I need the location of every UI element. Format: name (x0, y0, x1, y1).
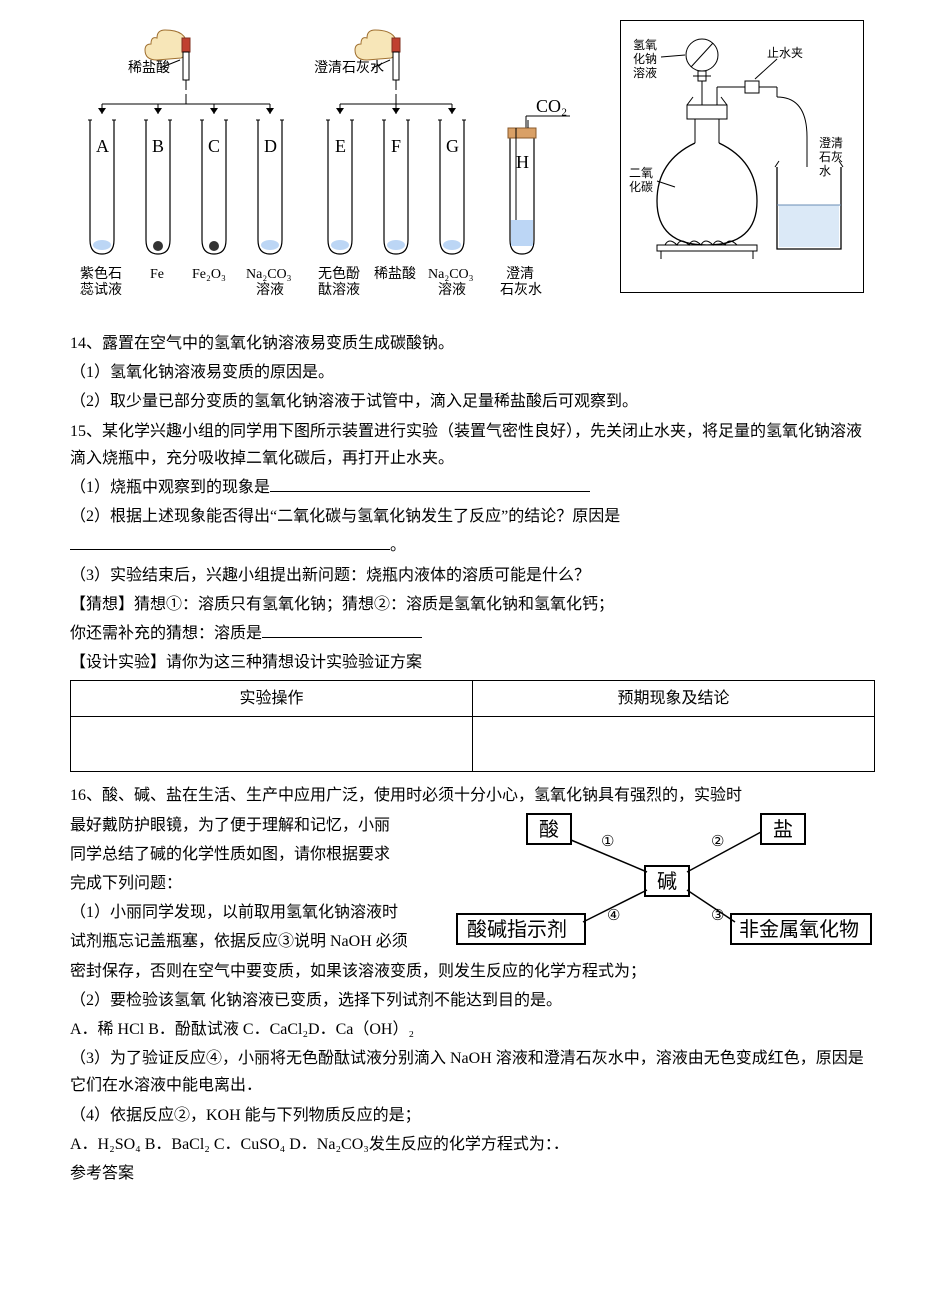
q16-p1b: 试剂瓶忘记盖瓶塞，依据反应③说明 NaOH 必须 (70, 928, 440, 955)
svg-text:水: 水 (819, 164, 831, 178)
q16-line1: 16、酸、碱、盐在生活、生产中应用广泛，使用时必须十分小心，氢氧化钠具有强烈的，… (70, 782, 875, 809)
svg-text:B: B (152, 136, 164, 156)
svg-text:蕊试液: 蕊试液 (80, 282, 122, 298)
q16-p2: （2）要检验该氢氧 化钠溶液已变质，选择下列试剂不能达到目的是。 (70, 987, 875, 1014)
svg-text:酸碱指示剂: 酸碱指示剂 (467, 918, 567, 941)
svg-text:F: F (391, 136, 401, 156)
svg-text:澄清: 澄清 (506, 266, 534, 282)
svg-text:②: ② (711, 834, 724, 850)
table-row: 实验操作 预期现象及结论 (71, 681, 875, 717)
svg-text:溶液: 溶液 (256, 282, 284, 298)
tube-C: C (200, 120, 228, 254)
flask-apparatus-diagram: 氢氧 化钠 溶液 止水夹 二氧 化碳 (620, 20, 864, 293)
dropper2-label: 澄清石灰水 (314, 60, 384, 76)
svg-text:石灰水: 石灰水 (500, 282, 542, 298)
svg-text:Na₂CO₃: Na₂CO₃ (428, 267, 474, 282)
tube-H: H (508, 120, 536, 254)
q16-p3: （3）为了验证反应④，小丽将无色酚酞试液分别滴入 NaOH 溶液和澄清石灰水中，… (70, 1045, 875, 1099)
svg-text:④: ④ (607, 908, 620, 924)
svg-text:盐: 盐 (773, 818, 793, 841)
svg-text:氢氧: 氢氧 (633, 37, 657, 52)
svg-text:化碳: 化碳 (629, 180, 653, 194)
q14-stem: 14、露置在空气中的氢氧化钠溶液易变质生成碳酸钠。 (70, 330, 875, 357)
td-empty (71, 717, 473, 772)
q15-p1-text: （1）烧瓶中观察到的现象是 (70, 479, 270, 496)
q14-p2: （2）取少量已部分变质的氢氧化钠溶液于试管中，滴入足量稀盐酸后可观察到。 (70, 388, 875, 415)
svg-text:无色酚: 无色酚 (318, 265, 360, 282)
svg-text:Na₂CO₃: Na₂CO₃ (246, 267, 292, 282)
svg-text:H: H (516, 152, 529, 172)
alkali-concept-diagram: 碱 酸 盐 酸碱指示剂 非金属氧化物 (455, 810, 875, 959)
blank (70, 533, 390, 550)
tube-F: F (382, 120, 410, 254)
q15-guess-you: 你还需补充的猜想：溶质是 (70, 620, 875, 647)
svg-text:二氧: 二氧 (629, 166, 653, 180)
svg-text:化钠: 化钠 (633, 51, 657, 66)
svg-text:溶液: 溶液 (438, 282, 466, 298)
td-empty (473, 717, 875, 772)
test-tubes-diagram: 稀盐酸 澄清石灰水 CO₂ (70, 20, 590, 320)
dropper1-label: 稀盐酸 (128, 60, 170, 76)
design-label: 【设计实验】 (70, 654, 166, 671)
svg-text:A: A (96, 136, 109, 156)
q15-p2: （2）根据上述现象能否得出“二氧化碳与氢氧化钠发生了反应”的结论？原因是 (70, 503, 875, 530)
tube-A: A (88, 120, 116, 254)
svg-text:酸: 酸 (539, 818, 559, 841)
blank (270, 475, 590, 492)
svg-text:①: ① (601, 834, 614, 850)
q16-wrap: 16、酸、碱、盐在生活、生产中应用广泛，使用时必须十分小心，氢氧化钠具有强烈的，… (70, 782, 875, 955)
th-operation: 实验操作 (71, 681, 473, 717)
svg-text:溶液: 溶液 (633, 65, 657, 80)
svg-text:C: C (208, 136, 220, 156)
svg-text:③: ③ (711, 908, 724, 924)
q16-p1a: （1）小丽同学发现，以前取用氢氧化钠溶液时 (70, 899, 440, 926)
svg-text:D: D (264, 136, 277, 156)
tube-G: G (438, 120, 466, 254)
tube-D: D (256, 120, 284, 254)
q16-line3: 同学总结了碱的化学性质如图，请你根据要求 (70, 841, 440, 868)
svg-text:碱: 碱 (657, 870, 677, 893)
q16-narrow: 最好戴防护眼镜，为了便于理解和记忆，小丽 同学总结了碱的化学性质如图，请你根据要… (70, 812, 440, 956)
q15-p3: （3）实验结束后，兴趣小组提出新问题：烧瓶内液体的溶质可能是什么？ (70, 562, 875, 589)
q15-p1: （1）烧瓶中观察到的现象是 (70, 474, 875, 501)
guess-you-text: 你还需补充的猜想：溶质是 (70, 625, 262, 642)
clamp-label: 止水夹 (767, 46, 803, 60)
q16-p4b: A．H₂SO₄ B．BaCl₂ C．CuSO₄ D．Na₂CO₃发生反应的化学方… (70, 1131, 875, 1158)
q16-p1c: 密封保存，否则在空气中要变质，如果该溶液变质，则发生反应的化学方程式为； (70, 958, 875, 985)
q15-p2-blank: 。 (70, 532, 875, 559)
svg-text:E: E (335, 136, 346, 156)
answers-heading: 参考答案 (70, 1160, 875, 1187)
table-row (71, 717, 875, 772)
svg-text:稀盐酸: 稀盐酸 (374, 266, 416, 282)
guess-body: 猜想①：溶质只有氢氧化钠；猜想②：溶质是氢氧化钠和氢氧化钙； (134, 596, 614, 613)
svg-text:石灰: 石灰 (819, 150, 843, 164)
q16-p2-opts: A．稀 HCl B．酚酞试液 C．CaCl₂D．Ca（OH）₂ (70, 1016, 875, 1043)
q14-p1: （1）氢氧化钠溶液易变质的原因是。 (70, 359, 875, 386)
svg-text:Fe: Fe (150, 267, 164, 282)
svg-text:G: G (446, 136, 459, 156)
svg-text:非金属氧化物: 非金属氧化物 (739, 918, 859, 941)
co2-label: CO₂ (536, 96, 567, 116)
q15-guess: 【猜想】猜想①：溶质只有氢氧化钠；猜想②：溶质是氢氧化钠和氢氧化钙； (70, 591, 875, 618)
period: 。 (390, 537, 406, 554)
th-result: 预期现象及结论 (473, 681, 875, 717)
tube-E: E (326, 120, 354, 254)
q15-stem: 15、某化学兴趣小组的同学用下图所示装置进行实验（装置气密性良好），先关闭止水夹… (70, 418, 875, 472)
figure-row: 稀盐酸 澄清石灰水 CO₂ (70, 20, 875, 320)
design-table: 实验操作 预期现象及结论 (70, 680, 875, 772)
q16-line2: 最好戴防护眼镜，为了便于理解和记忆，小丽 (70, 812, 440, 839)
svg-text:Fe₂O₃: Fe₂O₃ (192, 267, 226, 282)
tube-B: B (144, 120, 172, 254)
q16-line4: 完成下列问题： (70, 870, 440, 897)
guess-label: 【猜想】 (70, 596, 134, 613)
svg-text:紫色石: 紫色石 (80, 265, 122, 282)
q16-p4a: （4）依据反应②，KOH 能与下列物质反应的是； (70, 1102, 875, 1129)
svg-text:澄清: 澄清 (819, 135, 843, 150)
blank (262, 621, 422, 638)
svg-text:酞溶液: 酞溶液 (318, 282, 360, 298)
q15-design: 【设计实验】请你为这三种猜想设计实验验证方案 (70, 649, 875, 676)
design-body: 请你为这三种猜想设计实验验证方案 (166, 654, 422, 671)
